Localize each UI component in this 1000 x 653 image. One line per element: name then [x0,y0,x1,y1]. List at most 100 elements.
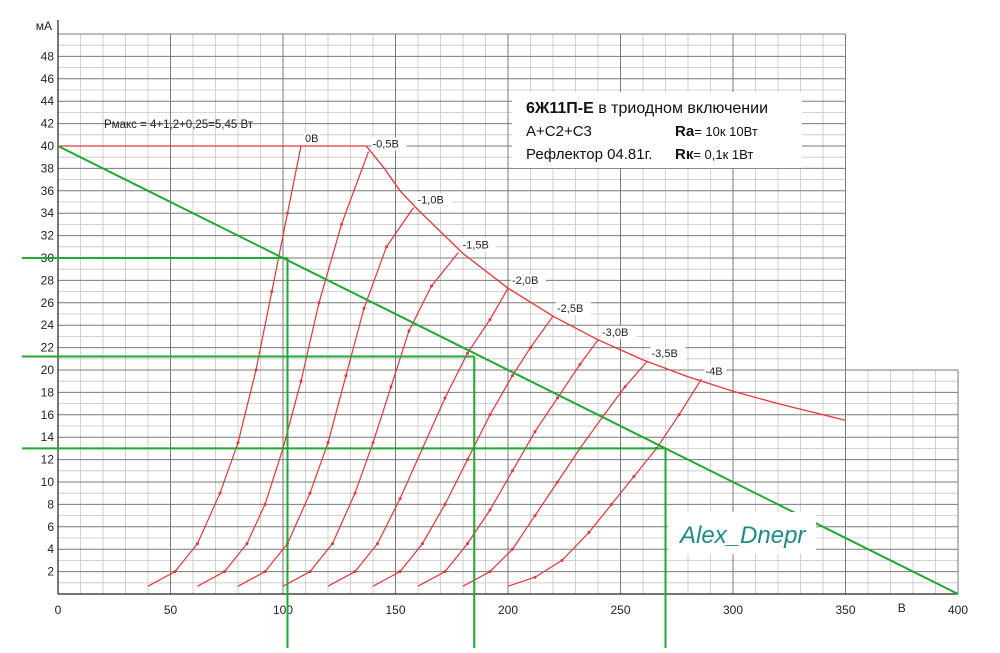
y-tick-label: 28 [41,273,55,287]
y-tick-label: 46 [41,72,55,86]
curve-marker [443,396,447,400]
y-tick-label: 44 [41,94,55,108]
x-tick-label: 250 [610,603,630,617]
y-tick-label: 32 [41,229,55,243]
x-tick-label: 0 [55,603,62,617]
curve-marker [263,502,267,506]
y-tick-label: 26 [41,296,55,310]
info-title-rest: в триодном включении [594,100,768,117]
curve-label-bg [650,347,686,361]
curve-marker [610,502,613,506]
curve-label-bg [304,132,320,145]
curve-marker [353,570,357,574]
curve-label: -4В [706,366,723,378]
y-tick-label: 4 [47,542,54,556]
curve-marker [344,374,348,378]
curve-marker [385,245,388,249]
curve-label: -0,5В [373,139,399,151]
curve-marker [371,441,375,445]
curve-marker [511,547,514,551]
curve-marker [398,497,402,501]
info-title-bold: 6Ж11П-Е [526,100,594,117]
x-axis-unit: В [898,601,906,615]
curve-marker [389,385,393,389]
curve-marker [556,396,559,400]
curve-label: -1,0В [418,195,444,207]
y-axis-unit: мА [36,19,52,33]
signature-box: Alex_Dnepr [668,512,816,554]
curve-marker [556,480,559,484]
curve-marker [340,222,343,226]
curve-label-bg [416,193,452,207]
info-rk-label: Rк [675,146,694,163]
x-tick-label: 150 [385,603,405,617]
signature: Alex_Dnepr [678,522,806,549]
curve-marker [286,211,289,215]
curve-marker [488,508,492,512]
curve-marker [623,385,627,389]
curve-marker [326,441,330,445]
curve-marker [308,570,312,574]
info-line2-left: А+С2+С3 [526,123,592,140]
curve-marker [533,514,537,518]
x-tick-label: 350 [835,603,855,617]
y-tick-label: 34 [41,206,55,220]
curve-marker [317,301,321,305]
curve-label: -2,5В [557,303,583,315]
axes [57,20,958,595]
curve-label-bg [704,364,727,378]
y-tick-label: 10 [41,475,55,489]
info-box: 6Ж11П-Е в триодном включении А+С2+С3 Rа=… [512,92,802,168]
signature-bg [668,512,816,554]
curve-marker [488,570,492,574]
y-tick-label: 36 [41,184,55,198]
y-tick-label: 16 [41,408,55,422]
curve-label-bg [371,137,407,151]
tick-labels: 2468101214161820222426283032343638404244… [36,19,969,617]
load-and-guide-lines [22,145,959,648]
y-tick-label: 6 [47,520,54,534]
info-rk-value: = 0,1к 1Вт [693,147,753,162]
curve-marker [421,542,424,546]
x-tick-label: 200 [498,603,518,617]
curve-label-bg [511,274,546,288]
curve-label: -3,0В [602,327,628,339]
info-ra-label: Rа [675,123,695,140]
curve-marker [331,542,334,546]
curve-marker [587,530,591,534]
y-tick-label: 22 [41,341,55,355]
curve-marker [299,379,303,383]
x-tick-label: 50 [164,603,178,617]
curve-marker [254,368,258,372]
curve-marker [511,469,514,473]
x-tick-label: 300 [723,603,743,617]
x-tick-label: 400 [948,603,968,617]
curve-marker [263,570,267,574]
curve-marker [245,542,249,546]
curve-marker [560,558,564,562]
curve-marker [353,491,357,495]
curve-marker [362,306,366,310]
curve-marker [443,570,447,574]
y-tick-label: 48 [41,49,55,63]
y-tick-label: 42 [41,117,55,131]
curve-marker [511,374,514,378]
y-tick-label: 12 [41,453,55,467]
y-tick-label: 40 [41,139,55,153]
curve-labels: 0В -0,5В -1,0В -1,5В -2,0В -2,5В -3,0В -3,5В -4В [304,132,727,378]
curve-marker [218,491,222,495]
pmax-label: Рмакс = 4+1,2+0,25=5,45 Вт [104,119,254,131]
curve-marker [376,542,379,546]
curve-label: -3,5В [652,348,678,360]
curve-label: -1,5В [463,239,489,251]
y-tick-label: 14 [41,430,55,444]
curve-marker [488,318,492,322]
curve-marker [430,284,433,288]
y-tick-label: 20 [41,363,55,377]
info-box-bg [512,92,802,168]
curve-marker [529,346,532,350]
info-line3-right: Rк= 0,1к 1Вт [675,146,753,163]
pmax-curve [58,145,846,422]
info-line2-right: Rа= 10к 10Вт [675,123,758,140]
